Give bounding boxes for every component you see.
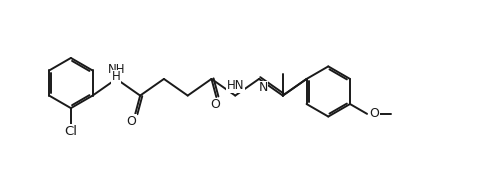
Text: O: O: [210, 98, 220, 111]
Text: HN: HN: [226, 79, 244, 92]
Text: Cl: Cl: [64, 125, 78, 138]
Text: O: O: [127, 115, 136, 128]
Text: O: O: [370, 107, 380, 120]
Text: NH: NH: [108, 63, 125, 76]
Text: H: H: [112, 70, 121, 83]
Text: N: N: [258, 81, 268, 94]
